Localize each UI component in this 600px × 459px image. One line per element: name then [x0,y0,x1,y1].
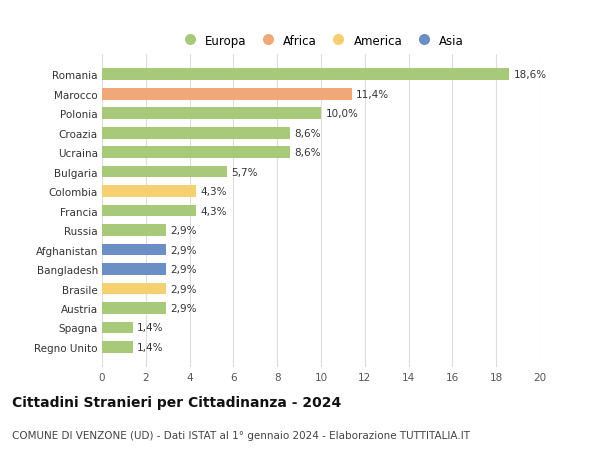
Text: 2,9%: 2,9% [170,225,196,235]
Text: 8,6%: 8,6% [295,148,321,158]
Bar [102,244,166,256]
Text: 5,7%: 5,7% [231,167,258,177]
Text: 2,9%: 2,9% [170,245,196,255]
Text: COMUNE DI VENZONE (UD) - Dati ISTAT al 1° gennaio 2024 - Elaborazione TUTTITALIA: COMUNE DI VENZONE (UD) - Dati ISTAT al 1… [12,431,470,440]
Text: 11,4%: 11,4% [356,90,389,100]
Bar [102,205,196,217]
Legend: Europa, Africa, America, Asia: Europa, Africa, America, Asia [173,30,469,52]
Bar [102,128,290,139]
Bar [102,263,166,275]
Bar [102,147,290,159]
Text: 10,0%: 10,0% [325,109,358,119]
Text: 2,9%: 2,9% [170,284,196,294]
Text: 1,4%: 1,4% [137,342,164,352]
Text: 1,4%: 1,4% [137,323,164,333]
Bar [102,341,133,353]
Text: 8,6%: 8,6% [295,129,321,139]
Text: 2,9%: 2,9% [170,264,196,274]
Bar [102,322,133,334]
Text: 4,3%: 4,3% [200,206,227,216]
Bar [102,89,352,101]
Text: 2,9%: 2,9% [170,303,196,313]
Bar [102,186,196,197]
Bar [102,283,166,295]
Bar [102,302,166,314]
Bar [102,69,509,81]
Text: 4,3%: 4,3% [200,187,227,197]
Text: 18,6%: 18,6% [514,70,547,80]
Bar [102,167,227,178]
Bar [102,108,321,120]
Bar [102,225,166,236]
Text: Cittadini Stranieri per Cittadinanza - 2024: Cittadini Stranieri per Cittadinanza - 2… [12,395,341,409]
